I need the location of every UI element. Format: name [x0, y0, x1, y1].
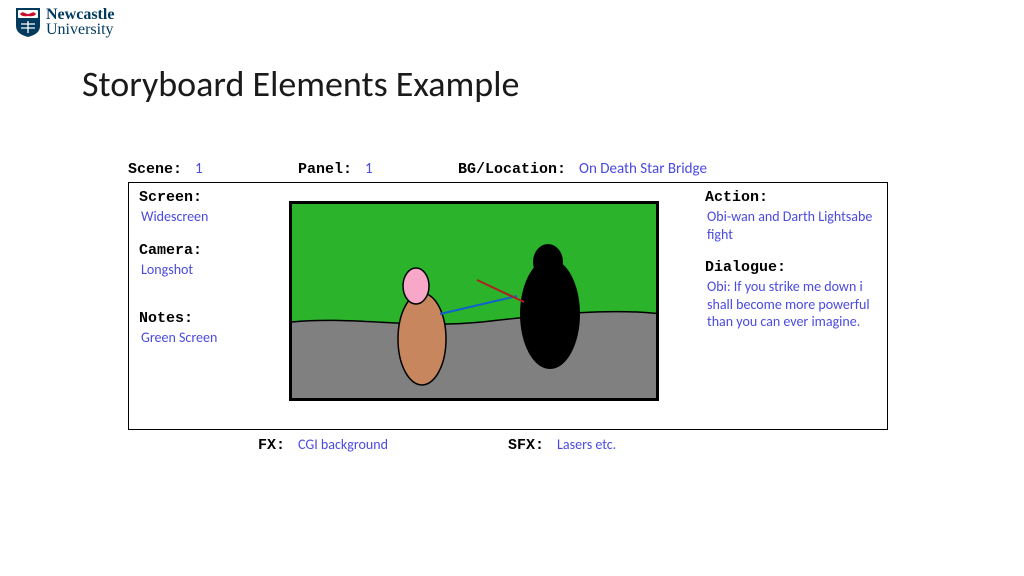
- bg-value: On Death Star Bridge: [579, 160, 707, 178]
- right-column: Action: Obi-wan and Darth Lightsabe figh…: [705, 189, 877, 347]
- scene-value: 1: [195, 160, 203, 178]
- logo-line2: University: [46, 22, 114, 37]
- dialogue-label: Dialogue:: [705, 259, 877, 276]
- dialogue-value: Obi: If you strike me down i shall becom…: [707, 278, 877, 331]
- screen-value: Widescreen: [141, 208, 269, 226]
- storyboard-top-row: Scene: 1 Panel: 1 BG/Location: On Death …: [128, 160, 888, 178]
- screen-label: Screen:: [139, 189, 269, 206]
- camera-label: Camera:: [139, 242, 269, 259]
- storyboard-card: Scene: 1 Panel: 1 BG/Location: On Death …: [128, 160, 888, 454]
- sfx-value: Lasers etc.: [557, 436, 616, 453]
- university-logo: Newcastle University: [14, 6, 114, 38]
- scene-label: Scene:: [128, 161, 182, 178]
- left-column: Screen: Widescreen Camera: Longshot Note…: [139, 189, 269, 363]
- logo-line1: Newcastle: [46, 7, 114, 22]
- action-label: Action:: [705, 189, 877, 206]
- notes-label: Notes:: [139, 310, 269, 327]
- panel-label: Panel:: [298, 161, 352, 178]
- sfx-label: SFX:: [508, 437, 544, 454]
- notes-value: Green Screen: [141, 329, 269, 347]
- panel-value: 1: [365, 160, 373, 178]
- fx-value: CGI background: [298, 436, 388, 453]
- storyboard-panel: Screen: Widescreen Camera: Longshot Note…: [128, 182, 888, 430]
- storyboard-bottom-row: FX: CGI background SFX: Lasers etc.: [128, 436, 888, 454]
- fx-label: FX:: [258, 437, 285, 454]
- shield-icon: [14, 6, 42, 38]
- page-title: Storyboard Elements Example: [82, 62, 519, 106]
- storyboard-illustration: [289, 201, 659, 401]
- camera-value: Longshot: [141, 261, 269, 279]
- action-value: Obi-wan and Darth Lightsabe fight: [707, 208, 877, 243]
- bg-label: BG/Location:: [458, 161, 566, 178]
